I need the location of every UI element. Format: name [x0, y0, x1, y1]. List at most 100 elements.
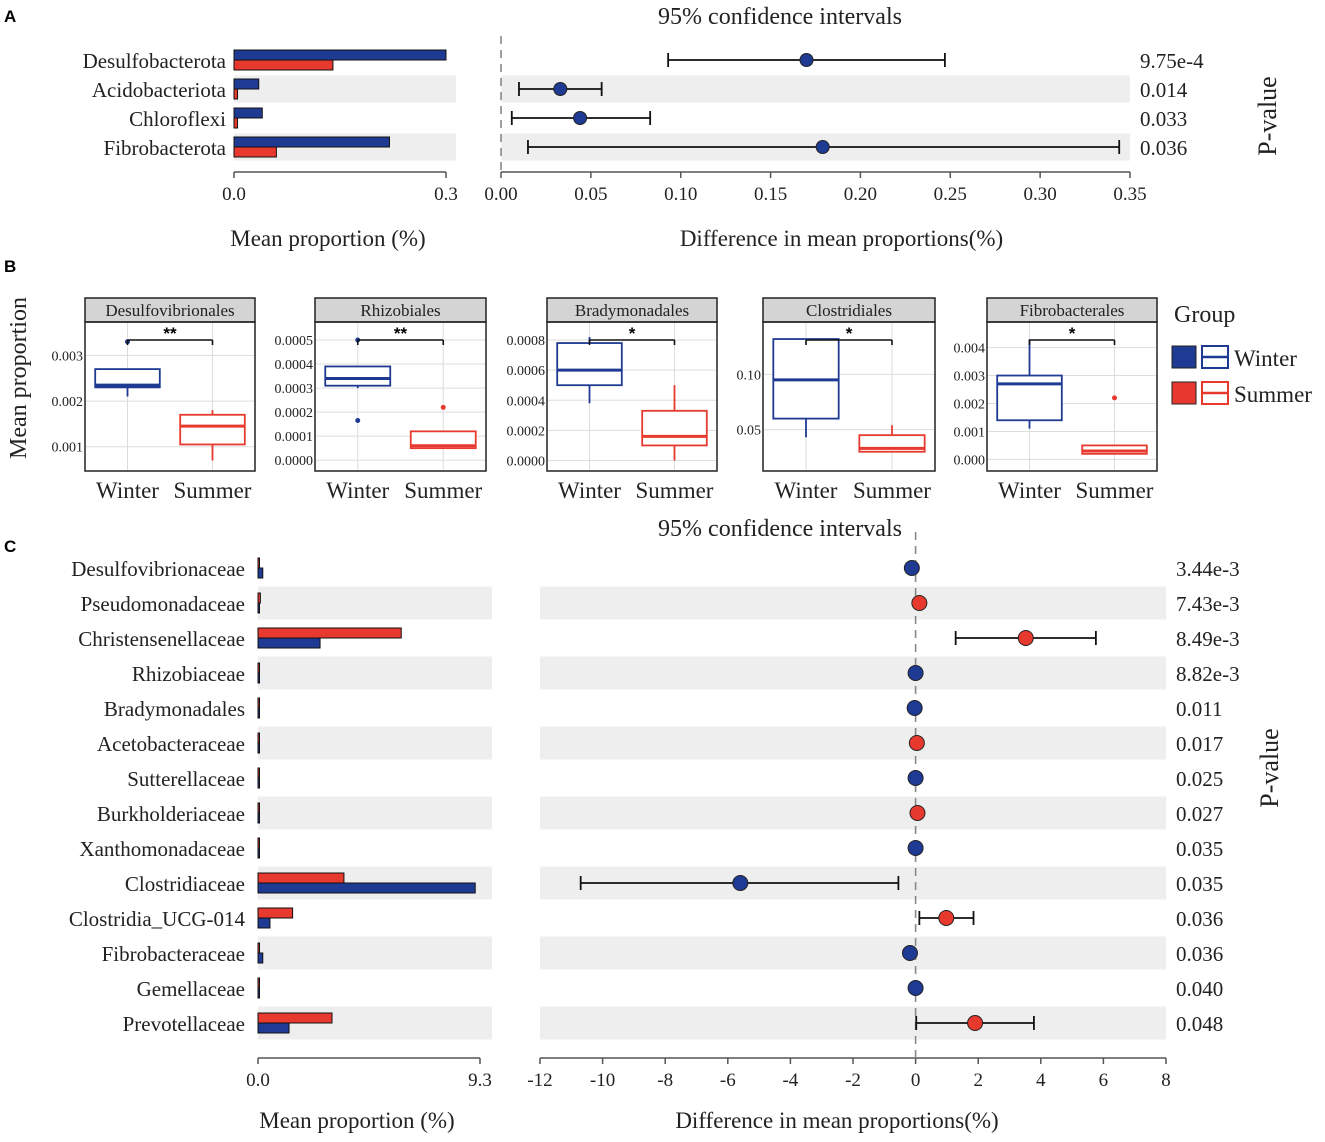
box-panel-frame [84, 321, 256, 472]
facet-title: Bradymonadales [575, 301, 689, 320]
ci-x-tick-label: 0.10 [664, 184, 697, 205]
bar-winter [257, 707, 260, 719]
box-x-tick-label: Winter [326, 478, 389, 503]
p-value-axis-title: P-value [1255, 728, 1284, 807]
p-value-label: 0.025 [1176, 767, 1223, 791]
box-winter [324, 365, 392, 387]
ci-mean-point [909, 805, 926, 821]
p-value-label: 0.033 [1140, 107, 1187, 131]
p-value-label: 0.035 [1176, 837, 1223, 861]
box-x-tick-label: Winter [96, 478, 159, 503]
bar-winter [233, 49, 447, 61]
ci-x-tick-label: -10 [590, 1070, 615, 1091]
bar-winter [233, 78, 260, 90]
p-value-label: 0.011 [1176, 697, 1222, 721]
bar-summer [257, 662, 260, 674]
facet-title: Clostridiales [806, 301, 892, 320]
bar-summer [257, 697, 260, 709]
box-y-tick-label: 0.001 [52, 441, 84, 456]
box-plot-area [85, 322, 255, 471]
category-label: Fibrobacterota [104, 136, 227, 160]
box-x-tick-label: Summer [174, 478, 252, 503]
box-y-tick-label: 0.0003 [275, 382, 314, 397]
bar-winter [257, 567, 264, 579]
box-y-tick-label: 0.05 [737, 424, 762, 439]
row-band [258, 586, 492, 620]
ci-mean-point [573, 111, 588, 125]
ci-x-tick-label: 0.20 [844, 184, 877, 205]
p-value-label: 0.036 [1176, 907, 1223, 931]
row-band [258, 936, 492, 970]
ci-x-tick-label: -4 [782, 1070, 798, 1091]
ci-mean-point [967, 1015, 984, 1031]
category-label: Desulfobacterota [83, 49, 227, 73]
bar-summer [257, 837, 260, 849]
bar-winter [233, 107, 263, 119]
bar-summer [257, 802, 260, 814]
bar-winter [257, 847, 260, 859]
box-y-tick-label: 0.0002 [275, 406, 314, 421]
ci-x-tick-label: 6 [1099, 1070, 1109, 1091]
bar-summer [257, 1012, 333, 1024]
legend-label: Winter [1234, 346, 1297, 371]
category-label: Christensenellaceae [78, 627, 245, 651]
ci-x-tick-label: 8 [1161, 1070, 1171, 1091]
ci-mean-point [906, 700, 923, 716]
row-band [258, 656, 492, 690]
ci-x-tick-label: 0.15 [754, 184, 787, 205]
ci-x-tick-label: 0.00 [484, 184, 517, 205]
ci-x-tick-label: 2 [973, 1070, 983, 1091]
bar-summer [257, 767, 260, 779]
legend-title: Group [1174, 302, 1235, 328]
ci-mean-point [799, 53, 814, 67]
bar-x-axis-title: Mean proportion (%) [259, 1108, 454, 1133]
ci-title: 95% confidence intervals [658, 516, 902, 542]
significance-stars: * [629, 324, 636, 343]
p-value-label: 8.82e-3 [1176, 662, 1240, 686]
box-x-tick-label: Winter [775, 478, 838, 503]
box-x-tick-label: Summer [636, 478, 714, 503]
bar-winter [257, 882, 476, 894]
ci-x-tick-label: 0.30 [1024, 184, 1057, 205]
ci-mean-point [553, 82, 568, 96]
bar-winter [257, 917, 271, 929]
box-y-tick-label: 0.10 [737, 368, 762, 383]
bar-summer [257, 942, 260, 954]
bar-winter [257, 602, 260, 614]
ci-mean-point [732, 875, 749, 891]
panel-label-C: C [4, 537, 16, 556]
bar-summer [257, 592, 261, 604]
facet-title: Fibrobacterales [1020, 301, 1125, 320]
p-value-label: 0.040 [1176, 977, 1223, 1001]
ci-x-tick-label: 0.35 [1113, 184, 1146, 205]
ci-mean-point [815, 140, 830, 154]
category-label: Rhizobiaceae [132, 662, 245, 686]
p-value-axis-title: P-value [1253, 76, 1282, 155]
facet-strip [546, 297, 718, 323]
box-y-axis-title: Mean proportion [6, 297, 32, 459]
p-value-label: 0.017 [1176, 732, 1223, 756]
bar-winter [257, 777, 260, 789]
box-summer [409, 430, 477, 450]
ci-mean-point [907, 980, 924, 996]
box-y-tick-label: 0.000 [954, 453, 986, 468]
box-y-tick-label: 0.001 [954, 425, 986, 440]
ci-x-tick-label: -6 [720, 1070, 736, 1091]
box-outlier-summer [1112, 395, 1117, 401]
ci-title: 95% confidence intervals [658, 4, 902, 30]
box-outlier-summer [440, 404, 446, 410]
ci-x-axis-title: Difference in mean proportions(%) [680, 226, 1003, 251]
bar-winter [257, 1022, 290, 1034]
bar-summer [233, 88, 239, 100]
box-winter [996, 374, 1063, 422]
category-label: Acidobacteriota [92, 78, 227, 102]
row-band [234, 75, 456, 103]
legend-swatch-filled [1171, 345, 1197, 369]
box-y-tick-label: 0.0000 [275, 454, 314, 469]
category-label: Prevotellaceae [123, 1012, 245, 1036]
p-value-label: 3.44e-3 [1176, 557, 1240, 581]
bar-winter [233, 136, 390, 148]
row-band [540, 1006, 1166, 1040]
bar-x-tick-label: 0.3 [434, 184, 458, 205]
